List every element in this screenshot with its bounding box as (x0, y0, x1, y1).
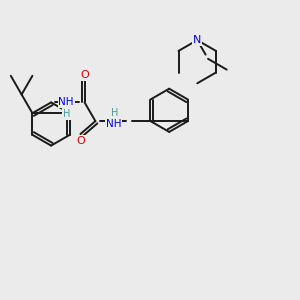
Text: H: H (111, 108, 118, 118)
Text: H: H (62, 109, 70, 119)
Text: O: O (76, 136, 85, 146)
Text: NH: NH (58, 98, 74, 107)
Text: N: N (193, 35, 201, 45)
Text: NH: NH (106, 118, 122, 128)
Text: O: O (80, 70, 89, 80)
